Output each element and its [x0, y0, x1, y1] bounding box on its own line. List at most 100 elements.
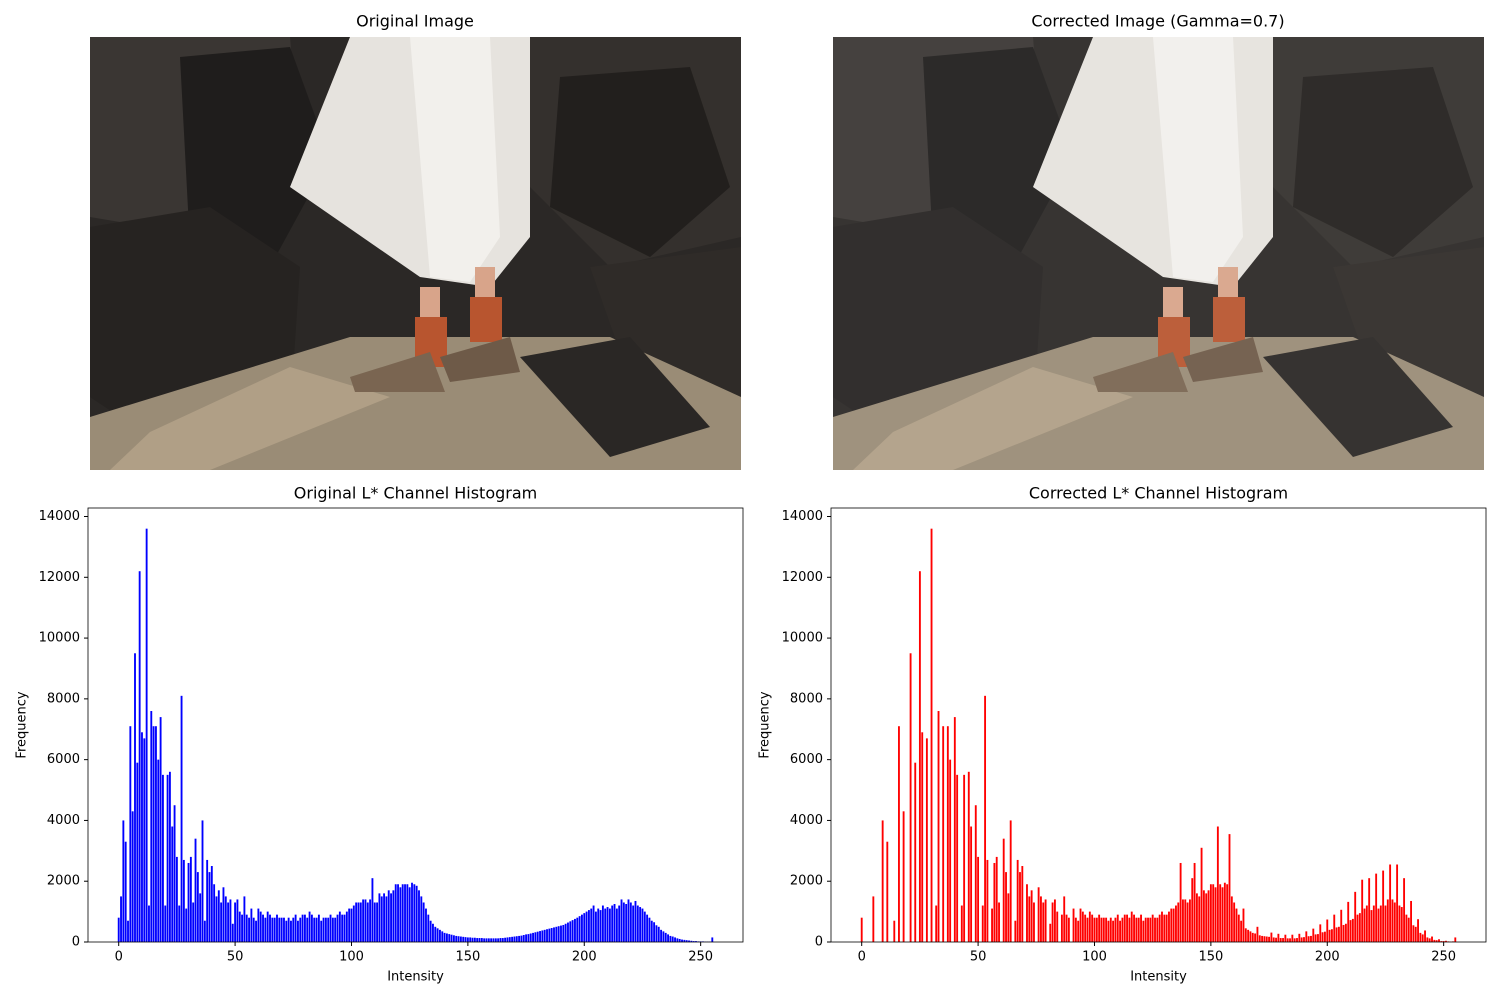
bar	[553, 927, 555, 942]
bar	[455, 935, 458, 942]
bar	[1209, 884, 1212, 942]
bar	[1081, 911, 1084, 942]
bar	[676, 938, 679, 942]
bar	[937, 711, 940, 942]
x-axis-label: Intensity	[1130, 970, 1187, 985]
bar	[557, 926, 560, 942]
bar	[1405, 914, 1408, 942]
y-tick-label: 2000	[47, 874, 80, 889]
bar	[1275, 937, 1277, 942]
bar	[977, 856, 980, 942]
bar	[120, 896, 122, 942]
bar	[366, 902, 369, 942]
bar	[1065, 914, 1068, 942]
bar	[585, 911, 588, 942]
bar	[297, 920, 299, 942]
bar	[539, 931, 541, 942]
bar	[357, 902, 360, 942]
bar	[508, 937, 511, 942]
bar	[348, 908, 351, 942]
bar	[1310, 935, 1312, 942]
bar	[956, 774, 959, 942]
bar	[187, 862, 190, 942]
bar	[1144, 917, 1147, 942]
bar	[1112, 920, 1115, 942]
bar	[1165, 914, 1168, 942]
bar	[266, 911, 269, 942]
x-tick-label: 100	[1082, 950, 1107, 965]
bar	[560, 925, 562, 942]
bar	[1349, 920, 1352, 942]
bar	[1128, 917, 1131, 942]
bar	[182, 859, 185, 942]
bar	[993, 862, 996, 942]
bar	[1230, 896, 1233, 942]
bar	[336, 914, 339, 942]
bar	[345, 911, 348, 942]
bar	[280, 917, 283, 942]
image-title: Original Image	[356, 12, 474, 31]
bar	[1091, 914, 1094, 942]
bar	[1298, 933, 1301, 942]
bar	[1056, 911, 1059, 942]
bar	[1312, 928, 1315, 942]
bar	[350, 908, 353, 942]
bar	[681, 939, 683, 942]
bar	[1044, 899, 1047, 942]
bar	[1330, 929, 1333, 942]
bar	[581, 914, 583, 942]
bar	[262, 914, 264, 942]
bar	[1133, 914, 1135, 942]
bar	[1244, 928, 1247, 942]
bar	[322, 917, 325, 942]
bar	[441, 931, 444, 942]
bar	[462, 936, 465, 942]
bar	[995, 856, 998, 942]
bar	[902, 811, 905, 942]
bar	[590, 908, 593, 942]
bar	[641, 908, 644, 942]
bar	[224, 896, 227, 942]
bar	[1342, 924, 1345, 942]
bar	[383, 893, 386, 942]
bar	[287, 917, 290, 942]
y-tick-label: 6000	[47, 752, 80, 767]
x-tick-label: 150	[1198, 950, 1223, 965]
bar	[550, 928, 553, 942]
bar	[974, 805, 977, 942]
y-tick-label: 4000	[47, 813, 80, 828]
bar	[466, 937, 469, 942]
bar	[497, 938, 500, 942]
bar	[1300, 937, 1303, 942]
bar	[1007, 893, 1010, 942]
bar	[1240, 920, 1243, 942]
bar	[397, 884, 399, 942]
bar	[1095, 917, 1098, 942]
bar	[494, 938, 497, 942]
bar	[180, 695, 183, 942]
bar	[418, 890, 420, 942]
bar	[620, 899, 623, 942]
bar	[1079, 908, 1082, 942]
bar	[1040, 896, 1042, 942]
bar	[1198, 896, 1201, 942]
bar	[506, 937, 509, 942]
bar	[534, 932, 537, 942]
bar	[427, 914, 430, 942]
bar	[1102, 917, 1105, 942]
bar	[257, 908, 260, 942]
bar	[555, 926, 558, 942]
bar	[1351, 918, 1354, 942]
bar	[583, 913, 586, 942]
bar	[355, 902, 358, 942]
bar	[1419, 932, 1422, 942]
bar	[648, 917, 651, 942]
bar	[236, 899, 239, 942]
bar	[1391, 899, 1394, 942]
bar	[320, 920, 323, 942]
y-tick-label: 12000	[782, 570, 823, 585]
bar	[1410, 900, 1412, 942]
bar	[1237, 914, 1240, 942]
bar	[166, 774, 169, 942]
bar	[1445, 940, 1447, 942]
